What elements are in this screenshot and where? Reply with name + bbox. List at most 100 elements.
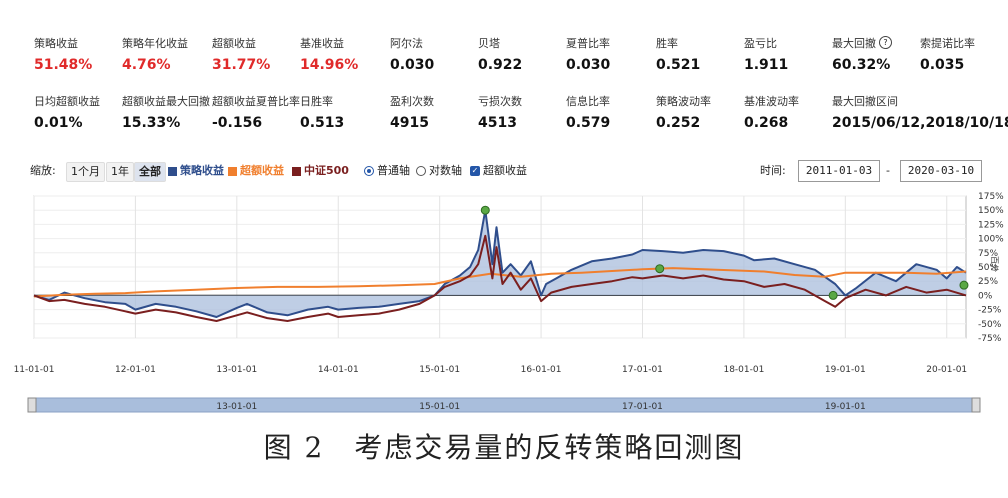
metric-metrics_row1-10: 索提诺比率 0.035 xyxy=(920,32,975,73)
legend-csi500[interactable]: 中证500 xyxy=(292,160,349,182)
y-tick-label: 50% xyxy=(978,263,998,273)
drawdown-marker xyxy=(655,264,665,274)
metric-value: 14.96% xyxy=(300,57,359,73)
series-line-2 xyxy=(33,234,967,322)
metric-metrics_row2-3: 日胜率 0.513 xyxy=(300,90,344,131)
navigator-handle-right[interactable] xyxy=(971,397,981,413)
metric-metrics_row2-4: 盈利次数 4915 xyxy=(390,90,434,131)
y-tick-label: -25% xyxy=(978,306,1002,316)
axis-log-label: 对数轴 xyxy=(429,164,462,177)
metric-value: 4513 xyxy=(478,115,517,131)
x-tick-label: 17-01-01 xyxy=(622,365,663,375)
help-icon[interactable]: ? xyxy=(879,36,892,49)
metric-value: 4915 xyxy=(390,115,429,131)
date-separator: - xyxy=(886,164,890,177)
metric-label: 最大回撤 xyxy=(832,37,876,50)
date-start-input[interactable]: 2011-01-03 xyxy=(798,160,880,182)
metric-value: 0.035 xyxy=(920,57,965,73)
drawdown-marker xyxy=(480,205,490,215)
axis-normal-label: 普通轴 xyxy=(377,164,410,177)
metric-label: 信息比率 xyxy=(566,95,610,108)
metric-metrics_row2-9: 最大回撤区间 2015/06/12,2018/10/18 xyxy=(832,90,1008,131)
x-tick-label: 20-01-01 xyxy=(926,365,967,375)
metric-metrics_row1-9: 最大回撤? 60.32% xyxy=(832,32,892,73)
y-tick-label: 75% xyxy=(978,249,998,259)
metric-metrics_row1-1: 策略年化收益 4.76% xyxy=(122,32,188,73)
metric-value: 0.01% xyxy=(34,115,83,131)
metric-metrics_row2-0: 日均超额收益 0.01% xyxy=(34,90,100,131)
metric-value: 31.77% xyxy=(212,57,271,73)
metric-metrics_row1-7: 胜率 0.521 xyxy=(656,32,700,73)
metric-value: 0.268 xyxy=(744,115,789,131)
chart-toolbar: 缩放: 1个月 1年 全部 策略收益 超额收益 中证500 普通轴 对数轴 ✓ 超… xyxy=(30,160,982,184)
metric-value: 0.252 xyxy=(656,115,701,131)
x-tick-label: 11-01-01 xyxy=(14,365,55,375)
metric-label: 亏损次数 xyxy=(478,95,522,108)
metric-label: 盈亏比 xyxy=(744,37,777,50)
legend-strategy-label: 策略收益 xyxy=(180,164,224,177)
metric-label: 策略年化收益 xyxy=(122,37,188,50)
x-tick-label: 12-01-01 xyxy=(115,365,156,375)
x-tick-label: 14-01-01 xyxy=(318,365,359,375)
metric-label: 夏普比率 xyxy=(566,37,610,50)
y-tick-label: 175% xyxy=(978,192,1004,202)
metric-value: 0.579 xyxy=(566,115,611,131)
metric-metrics_row2-8: 基准波动率 0.268 xyxy=(744,90,799,131)
metric-value: 0.513 xyxy=(300,115,345,131)
y-tick-label: 150% xyxy=(978,206,1004,216)
metric-value: 0.030 xyxy=(390,57,435,73)
navigator-tick-label: 19-01-01 xyxy=(825,402,866,412)
metric-label: 日胜率 xyxy=(300,95,333,108)
metric-metrics_row2-6: 信息比率 0.579 xyxy=(566,90,610,131)
y-tick-label: -75% xyxy=(978,334,1002,344)
metric-label: 策略波动率 xyxy=(656,95,711,108)
drawdown-marker xyxy=(959,280,969,290)
radio-off-icon xyxy=(416,166,426,176)
legend-strategy[interactable]: 策略收益 xyxy=(168,160,224,182)
metric-value: 0.521 xyxy=(656,57,701,73)
metric-metrics_row1-6: 夏普比率 0.030 xyxy=(566,32,610,73)
metric-label: 超额收益 xyxy=(212,37,256,50)
metric-label: 胜率 xyxy=(656,37,678,50)
metric-metrics_row1-5: 贝塔 0.922 xyxy=(478,32,522,73)
metric-metrics_row2-2: 超额收益夏普比率 -0.156 xyxy=(212,90,300,131)
y-tick-label: 125% xyxy=(978,220,1004,230)
series-line-1 xyxy=(33,267,967,298)
y-tick-label: -50% xyxy=(978,320,1002,330)
legend-csi500-label: 中证500 xyxy=(304,164,349,177)
navigator-tick-label: 17-01-01 xyxy=(622,402,663,412)
legend-excess[interactable]: 超额收益 xyxy=(228,160,284,182)
metric-label: 贝塔 xyxy=(478,37,500,50)
legend-excess-label: 超额收益 xyxy=(240,164,284,177)
y-tick-label: 25% xyxy=(978,277,998,287)
metric-metrics_row1-3: 基准收益 14.96% xyxy=(300,32,358,73)
zoom-button-1y[interactable]: 1年 xyxy=(106,162,134,182)
metric-label: 阿尔法 xyxy=(390,37,423,50)
zoom-label: 缩放: xyxy=(30,164,56,177)
metric-value: 0.030 xyxy=(566,57,611,73)
zoom-button-1m[interactable]: 1个月 xyxy=(66,162,105,182)
metric-value: -0.156 xyxy=(212,115,263,131)
x-tick-label: 15-01-01 xyxy=(419,365,460,375)
metric-metrics_row1-2: 超额收益 31.77% xyxy=(212,32,270,73)
x-tick-label: 16-01-01 xyxy=(521,365,562,375)
date-end-input[interactable]: 2020-03-10 xyxy=(900,160,982,182)
y-tick-label: 0% xyxy=(978,291,993,301)
excess-checkbox[interactable]: ✓ 超额收益 xyxy=(470,160,527,182)
metric-metrics_row1-8: 盈亏比 1.911 xyxy=(744,32,788,73)
zoom-button-all[interactable]: 全部 xyxy=(134,162,166,182)
backtest-chart: 175% 150% 125% 100% 75% 50% 25% 0% -25% -50% -75% 百… xyxy=(14,192,1004,413)
metric-metrics_row2-1: 超额收益最大回撤 15.33% xyxy=(122,90,210,131)
navigator-handle-left[interactable] xyxy=(27,397,37,413)
metric-metrics_row2-7: 策略波动率 0.252 xyxy=(656,90,711,131)
metric-label: 超额收益夏普比率 xyxy=(212,95,300,108)
metric-value: 4.76% xyxy=(122,57,171,73)
metric-label: 最大回撤区间 xyxy=(832,95,898,108)
series-line-0 xyxy=(33,209,967,318)
metric-value: 1.911 xyxy=(744,57,789,73)
axis-log-radio[interactable]: 对数轴 xyxy=(416,160,462,182)
legend-swatch-excess xyxy=(228,166,237,176)
metric-value: 51.48% xyxy=(34,57,93,73)
axis-normal-radio[interactable]: 普通轴 xyxy=(364,160,410,182)
excess-checkbox-label: 超额收益 xyxy=(483,164,527,177)
